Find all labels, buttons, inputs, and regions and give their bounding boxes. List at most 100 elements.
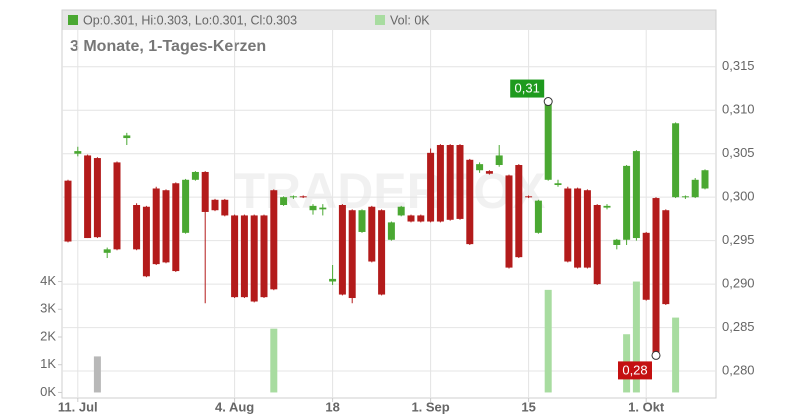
y-tick-label: 0,280 <box>722 362 755 377</box>
candle-body <box>103 249 111 253</box>
candle-body <box>289 196 297 198</box>
volume-bar <box>672 317 680 393</box>
candle-body <box>338 205 346 295</box>
candle-body <box>681 196 689 198</box>
candle-body <box>329 278 337 282</box>
candle-body <box>397 206 405 216</box>
candle-body <box>583 190 591 268</box>
plot-frame <box>61 9 717 399</box>
candle-body <box>231 215 239 298</box>
candle-body <box>378 210 386 295</box>
legend-swatch <box>375 15 385 25</box>
candle-body <box>574 188 582 268</box>
legend-text: Vol: 0K <box>390 13 430 27</box>
candle-body <box>525 196 533 198</box>
candle-body <box>182 179 190 233</box>
candle-body <box>495 155 503 166</box>
candle-body <box>417 215 425 222</box>
volume-bar <box>544 289 552 393</box>
candle-body <box>476 164 484 171</box>
candle-body <box>623 165 631 240</box>
candle-body <box>162 190 170 263</box>
x-tick-label: 1. Sep <box>411 399 449 414</box>
candle-body <box>172 183 180 272</box>
candle-body <box>319 207 327 210</box>
subtitle: 3 Monate, 1-Tages-Kerzen <box>70 38 266 55</box>
candle-body <box>387 222 395 240</box>
y-tick-label: 0,290 <box>722 276 755 291</box>
candle-body <box>221 199 229 216</box>
y-tick-label: 0,315 <box>722 58 755 73</box>
candle-body <box>505 175 513 268</box>
candle-body <box>427 152 435 222</box>
candle-body <box>123 135 131 139</box>
candle-body <box>466 159 474 245</box>
volume-bar <box>270 328 278 393</box>
annotation-box <box>618 361 652 380</box>
candle-body <box>74 151 82 154</box>
y2-tick-label: 0K <box>40 384 56 399</box>
candle-body <box>407 215 415 222</box>
x-tick-label: 18 <box>325 399 339 414</box>
annotation-label: 0,28 <box>622 362 647 377</box>
candle-body <box>299 196 307 198</box>
candle-body <box>436 145 444 222</box>
y-tick-label: 0,295 <box>722 232 755 247</box>
candle-body <box>642 232 650 300</box>
candle-body <box>260 215 268 298</box>
candle-body <box>672 123 680 198</box>
candle-body <box>201 171 209 212</box>
candle-body <box>662 210 670 305</box>
candle-body <box>270 190 278 290</box>
candle-body <box>485 171 493 174</box>
candle-body <box>152 188 160 265</box>
candle-body <box>240 215 248 298</box>
candle-body <box>564 188 572 262</box>
annotation-box <box>510 79 545 98</box>
legend-bar <box>62 10 716 30</box>
annotation-marker <box>651 350 661 360</box>
y-tick-label: 0,300 <box>722 189 755 204</box>
y2-tick-label: 3K <box>40 301 56 316</box>
y2-tick-label: 1K <box>40 356 56 371</box>
candle-body <box>64 180 72 242</box>
candle-body <box>280 197 288 206</box>
candle-body <box>652 198 660 355</box>
candle-body <box>133 205 141 250</box>
y-tick-label: 0,285 <box>722 319 755 334</box>
legend-text: Op:0.301, Hi:0.303, Lo:0.301, Cl:0.303 <box>83 13 297 27</box>
candle-body <box>348 210 356 299</box>
x-tick-label: 4. Aug <box>215 399 254 414</box>
candle-body <box>603 205 611 208</box>
annotation-label: 0,31 <box>515 80 540 95</box>
y-tick-label: 0,310 <box>722 102 755 117</box>
candle-body <box>84 155 92 239</box>
candle-body <box>211 199 219 211</box>
candle-body <box>250 215 258 302</box>
candle-body <box>691 179 699 198</box>
candle-body <box>515 165 523 258</box>
legend-swatch <box>68 15 78 25</box>
candle-body <box>93 158 101 238</box>
candle-body <box>113 162 121 250</box>
candle-body <box>309 205 317 211</box>
candle-body <box>358 210 366 232</box>
volume-bar <box>93 356 101 393</box>
candle-body <box>701 170 709 189</box>
candle-body <box>446 145 454 220</box>
y-tick-label: 0,305 <box>722 145 755 160</box>
x-tick-label: 15 <box>521 399 535 414</box>
watermark: TRADERFOX <box>234 163 545 219</box>
candle-body <box>554 183 562 186</box>
candle-body <box>613 239 621 245</box>
y2-tick-label: 4K <box>40 273 56 288</box>
candle-body <box>456 145 464 219</box>
candle-body <box>191 171 199 180</box>
candle-body <box>368 206 376 262</box>
volume-bar <box>632 281 640 393</box>
candle-body <box>593 205 601 285</box>
x-tick-label: 11. Jul <box>58 399 98 414</box>
candle-body <box>632 151 640 239</box>
x-tick-label: 1. Okt <box>628 399 665 414</box>
